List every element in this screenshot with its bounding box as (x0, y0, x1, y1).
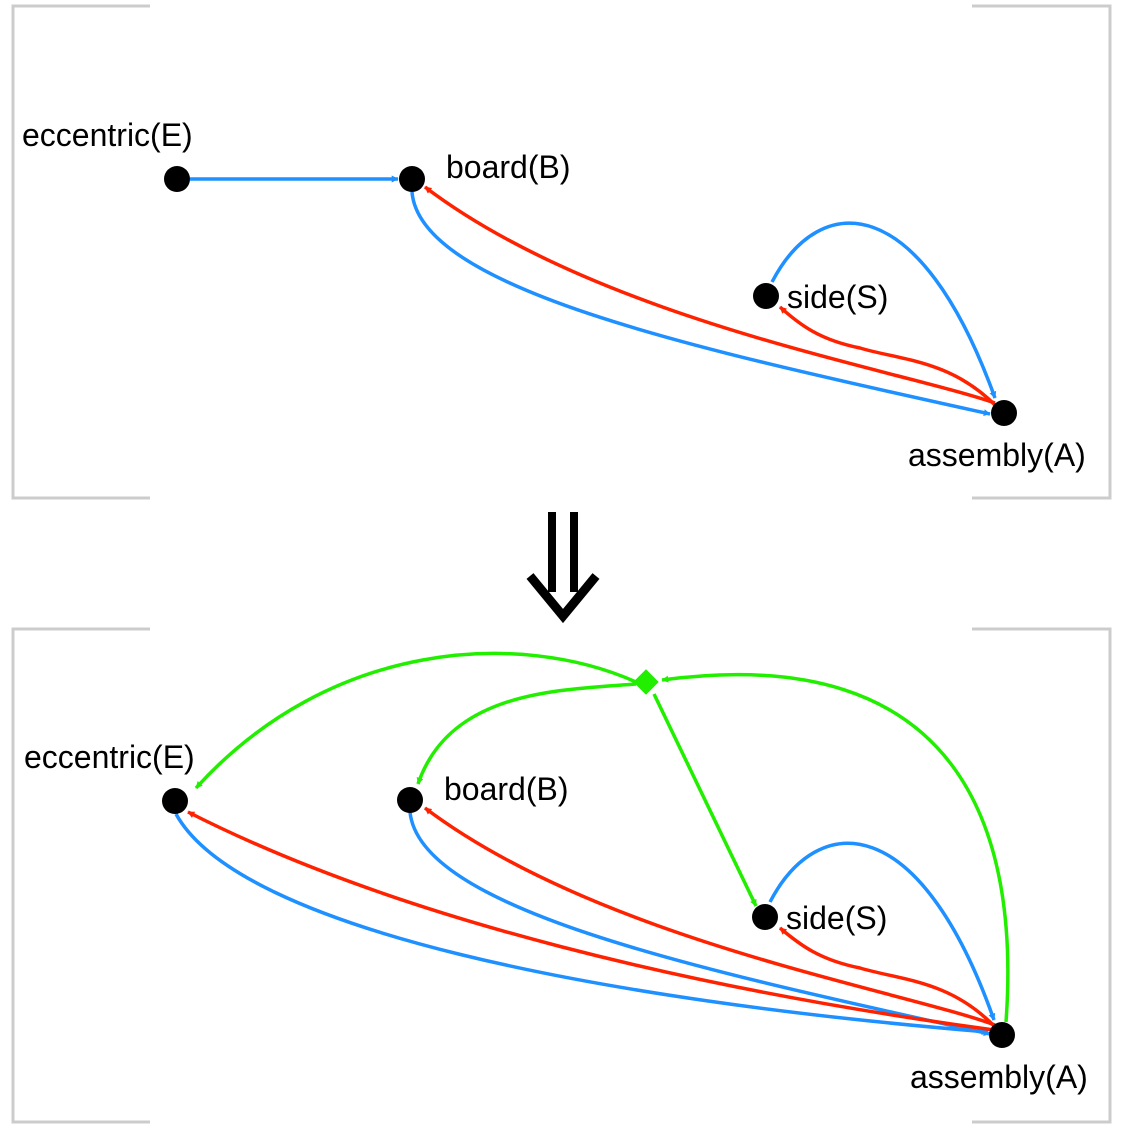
transition-arrow-head (526, 573, 600, 624)
bottom-edge-a-to-e (187, 810, 995, 1032)
top-node-b-dot (399, 166, 425, 192)
bottom-node-a-label: assembly(A) (910, 1059, 1088, 1095)
top-edges (190, 175, 997, 417)
top-node-a-label: assembly(A) (908, 437, 1086, 473)
top-node-b-label: board(B) (446, 149, 571, 185)
bottom-edge-a-to-s (778, 926, 997, 1029)
top-frame (11, 4, 1112, 500)
bottom-edge-e-to-a (174, 813, 989, 1035)
top-node-a-dot (991, 400, 1017, 426)
bottom-edge-s-to-a (768, 841, 996, 1021)
bottom-frame-right-bracket (972, 627, 1112, 1124)
top-frame-right-bracket (972, 4, 1112, 500)
bottom-node-e-label: eccentric(E) (24, 739, 195, 775)
bottom-node-e-dot (162, 788, 188, 814)
bottom-node-b-label: board(B) (444, 771, 569, 807)
top-node-e-label: eccentric(E) (22, 117, 193, 153)
bottom-hub-diamond (633, 669, 659, 695)
bottom-edge-hub-to-e (194, 651, 637, 790)
top-edge-s-to-a (770, 221, 997, 399)
bottom-node-b-dot (397, 787, 423, 813)
transition-symbol-text: ⇓ (0, 0, 1, 1)
bottom-frame (11, 627, 1112, 1124)
bottom-edge-hub-to-b (416, 682, 637, 785)
bottom-node-a-dot (989, 1022, 1015, 1048)
top-edge-b-to-a (410, 191, 991, 417)
top-node-s-label: side(S) (787, 279, 888, 315)
top-edge-a-to-b (423, 185, 996, 405)
bottom-nodes: eccentric(E) board(B) side(S) assembly(A… (24, 669, 1088, 1095)
top-frame-left-bracket (11, 4, 150, 500)
bottom-edge-b-to-a (408, 811, 991, 1037)
bottom-node-s-label: side(S) (786, 900, 887, 936)
top-node-e-dot (164, 166, 190, 192)
top-nodes: eccentric(E) board(B) side(S) assembly(A… (22, 117, 1086, 473)
bottom-edges (174, 651, 1010, 1037)
transition-arrow (526, 512, 600, 624)
bottom-node-s-dot (752, 904, 778, 930)
bottom-edge-a-to-hub (661, 673, 1010, 1023)
bottom-edge-hub-to-s (652, 693, 758, 907)
bottom-frame-left-bracket (11, 627, 150, 1124)
top-edge-a-to-s (778, 305, 997, 407)
bottom-edge-a-to-b (423, 806, 996, 1027)
top-node-s-dot (753, 283, 779, 309)
